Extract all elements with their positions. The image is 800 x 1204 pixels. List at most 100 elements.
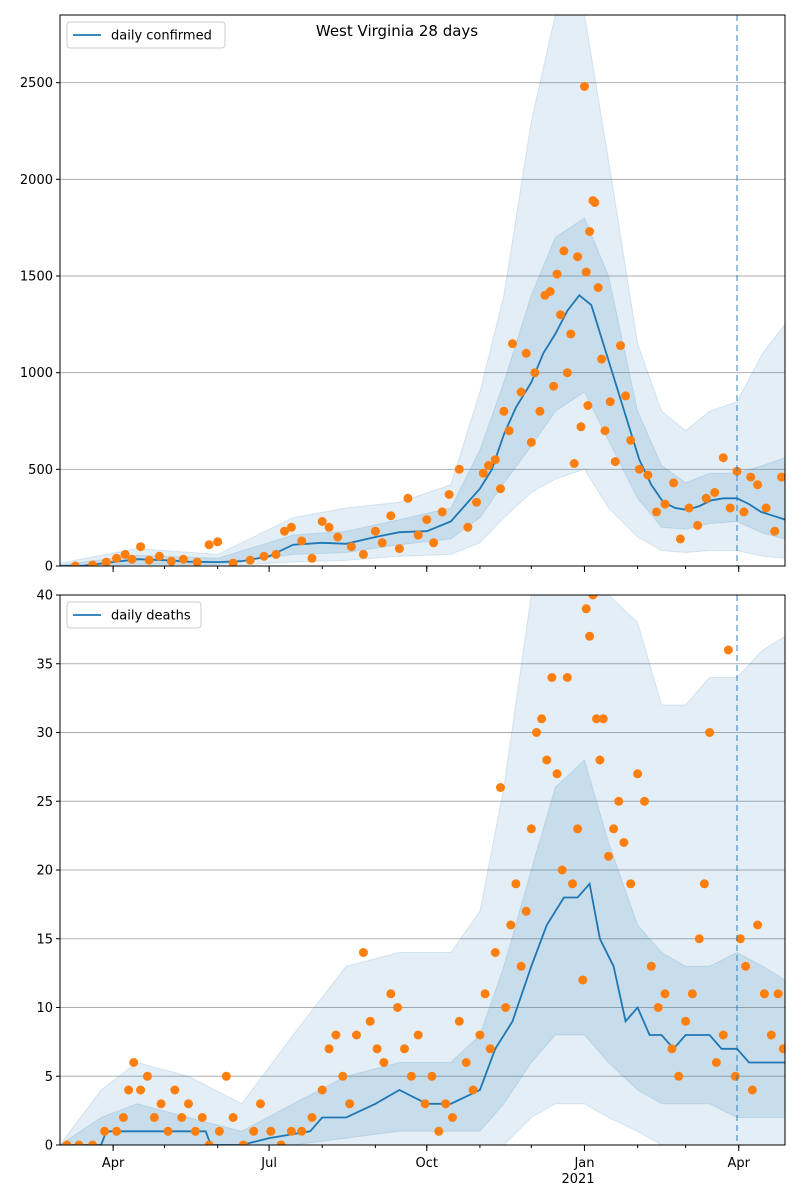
data-point [753,480,763,490]
data-point [129,1058,139,1067]
data-point [710,488,720,497]
data-point [674,1071,684,1081]
data-point [595,755,605,765]
data-point [521,906,531,916]
data-point [718,453,728,463]
data-point [573,824,583,834]
data-point [324,1044,334,1054]
data-point [573,252,583,262]
data-point [583,401,593,410]
y-tick-label: 40 [36,589,53,604]
data-point [461,1058,471,1067]
data-point [394,544,404,554]
model-line [60,881,785,1145]
data-point [197,1113,207,1122]
data-point [619,838,629,847]
data-point [496,783,505,792]
data-point [142,1071,152,1081]
data-point [136,542,146,552]
data-point [496,484,505,494]
data-point [653,1003,663,1012]
data-point [280,526,289,536]
data-point [170,1085,180,1095]
data-point [633,769,643,779]
data-point [221,1071,231,1081]
data-point [545,287,555,296]
data-point [593,283,603,293]
data-point [614,796,624,806]
data-point [660,499,670,509]
data-point [634,464,644,474]
data-point [506,920,516,930]
data-point [437,507,447,517]
y-tick-label: 15 [36,932,53,947]
data-point [552,269,562,279]
y-tick-label: 500 [28,463,53,478]
data-point [166,556,176,566]
data-point [190,1126,200,1136]
data-point [136,1085,146,1095]
y-tick-label: 1500 [20,270,53,285]
data-point [112,553,122,563]
data-point [475,1030,485,1040]
data-point [576,422,586,432]
data-point [178,554,188,564]
data-point [699,879,709,889]
data-point [626,879,636,889]
data-point [718,1030,728,1040]
data-point [429,538,439,548]
y-tick-label: 2500 [20,76,53,91]
data-point [214,1126,224,1136]
y-tick-label: 25 [36,795,53,810]
data-point [70,561,80,566]
data-point [581,267,591,277]
data-point [484,461,493,470]
data-point [480,989,490,999]
model-line [60,294,785,566]
data-point [101,557,111,566]
plot-area [60,595,785,1145]
data-point [626,435,636,445]
data-point [516,961,526,971]
data-point [585,631,595,641]
data-point [379,1058,389,1067]
data-point [100,1126,110,1136]
data-point [621,391,631,401]
data-point [393,1003,403,1012]
data-point [753,920,763,930]
data-point [204,1140,214,1145]
data-point [725,503,735,513]
data-point [759,989,769,999]
data-point [88,560,98,566]
data-point [454,464,464,474]
data-point [741,961,751,971]
data-point [761,503,771,513]
data-point [276,1140,286,1145]
x-tick-label: Apr [727,1156,750,1171]
data-point [511,879,521,889]
data-point [597,354,607,364]
data-point [566,329,576,339]
data-point [120,549,130,559]
data-point [723,645,733,655]
data-point [228,1113,238,1122]
data-point [297,1126,307,1136]
data-point [238,1140,248,1145]
x-year-label: 2021 [561,1172,594,1187]
data-point [592,714,601,724]
data-point [413,1030,423,1040]
x-tick-label: Jan [573,1156,594,1171]
data-point [501,1003,511,1012]
data-point [499,406,509,416]
data-point [358,549,368,559]
data-point [681,1016,691,1026]
data-point [705,728,715,737]
y-tick-label: 0 [45,1139,53,1154]
data-point [521,348,531,358]
data-point [526,437,536,447]
data-point [434,1126,444,1136]
figure-title: West Virginia 28 days [316,22,478,40]
legend: daily confirmed [66,21,226,49]
data-point [490,948,500,957]
